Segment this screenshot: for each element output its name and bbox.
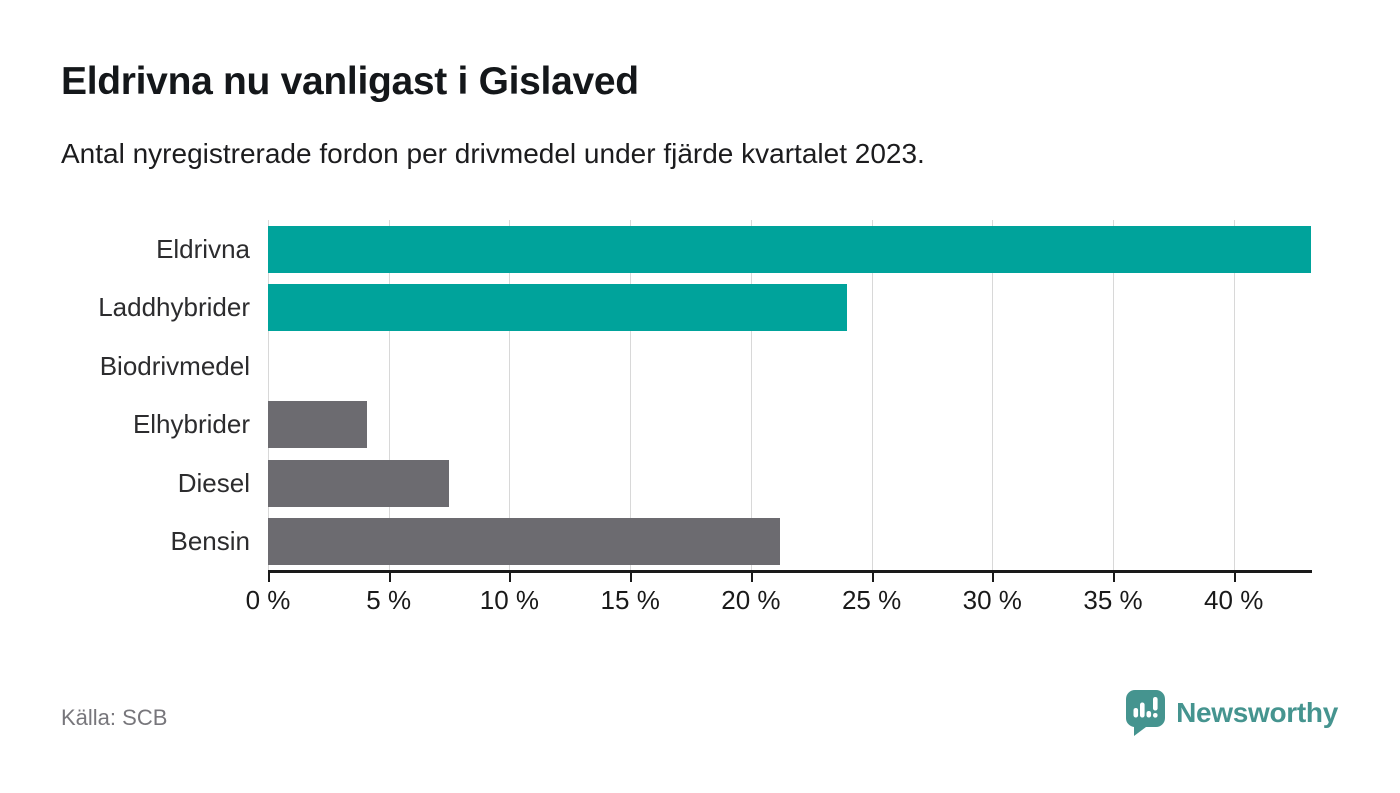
x-axis-tick [992,573,995,582]
category-label: Biodrivmedel [99,350,250,381]
bar-row [268,513,1311,572]
bar-elhybrider [268,401,367,449]
category-label: Elhybrider [132,409,250,440]
bar-rows [268,220,1311,571]
x-axis-tick [1113,573,1115,582]
gridline [630,220,632,571]
x-axis-tick-label: 15 % [600,585,660,615]
bar-row [268,337,1311,396]
category-label: Bensin [170,526,251,557]
bar-diesel [268,459,450,507]
gridline [509,220,511,571]
x-axis-tick-label: 5 % [366,585,412,615]
x-axis-tick-label: 0 % [245,585,291,615]
x-axis-tick [1233,573,1236,582]
category-label: Diesel [177,467,250,498]
category-label: Eldrivna [156,233,250,264]
x-axis-tick-label: 25 % [841,585,902,615]
x-axis-tick [509,573,512,582]
gridline [1113,220,1114,571]
gridline [750,220,752,571]
bar-row [268,454,1311,513]
x-axis-tick-label: 30 % [962,585,1022,615]
x-axis-tick [871,573,874,582]
x-axis-tick-label: 35 % [1083,585,1143,615]
bar-row [268,279,1311,338]
chart-title: Eldrivna nu vanligast i Gislaved [61,60,639,103]
plot-area [268,220,1311,571]
bar-row [268,396,1311,455]
bar-row [268,220,1311,279]
chart-subtitle: Antal nyregistrerade fordon per drivmede… [61,138,925,169]
source-label: Källa: SCB [61,705,168,730]
x-axis-line [268,570,1312,573]
x-axis-tick-label: 20 % [721,585,781,615]
x-axis-tick [630,573,633,582]
category-label: Laddhybrider [98,292,250,323]
x-axis-tick-label: 40 % [1204,585,1264,615]
gridline [268,220,269,571]
gridline [1233,220,1235,571]
gridline [871,220,873,571]
x-axis-tick [268,573,270,582]
newsworthy-bubble-chart-icon [1125,689,1166,736]
bar-eldrivna [268,225,1311,273]
gridline [992,220,994,571]
category-labels: Eldrivna Laddhybrider Biodrivmedel Elhybrid… [0,220,250,571]
brand-logo: Newsworthy [1125,689,1338,736]
x-axis-tick [388,573,391,582]
brand-name: Newsworthy [1176,696,1338,728]
x-axis-tick [750,573,753,582]
bar-laddhybrider [268,284,848,332]
bar-bensin [268,518,780,566]
gridline [388,220,390,571]
x-axis-tick-label: 10 % [479,585,540,615]
